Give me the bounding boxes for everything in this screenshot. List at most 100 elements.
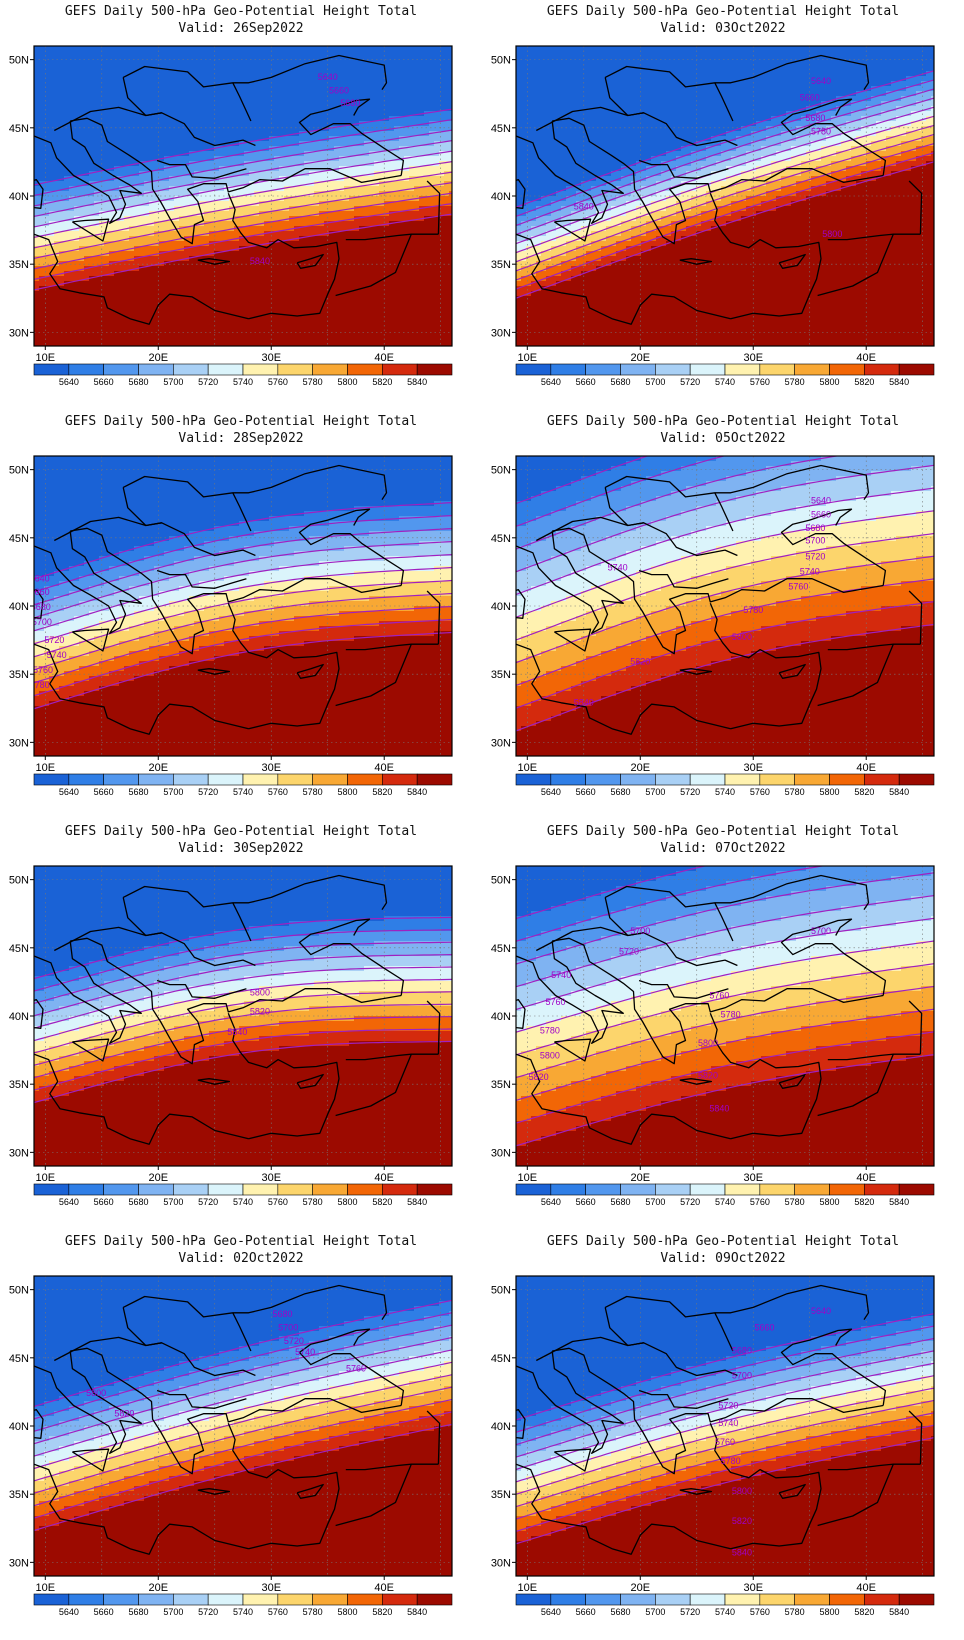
contour-label: 5760 <box>346 1363 366 1373</box>
coastline <box>227 193 340 320</box>
contour-label: 5800 <box>822 229 842 239</box>
contour-line <box>516 79 934 217</box>
panel-title: GEFS Daily 500-hPa Geo-Potential Height … <box>482 414 964 430</box>
contour-line <box>516 152 934 290</box>
colorbar-swatch <box>898 1183 935 1196</box>
coastline <box>156 979 247 999</box>
colorbar-label: 5780 <box>785 377 805 387</box>
lat-tick-label: 30N <box>491 327 511 339</box>
colorbar-swatch <box>898 773 935 786</box>
coastline <box>34 233 249 325</box>
colorbar-swatch <box>68 363 104 376</box>
colorbar-swatch <box>794 1593 830 1606</box>
coastline <box>817 233 894 297</box>
coastline <box>298 508 405 586</box>
lon-tick-label: 20E <box>630 1172 650 1184</box>
contour-label: 5760 <box>709 990 729 1000</box>
lat-tick-label: 40N <box>491 191 511 203</box>
coastline <box>298 1328 405 1406</box>
contour-line <box>516 1313 934 1421</box>
coastline <box>516 1408 526 1439</box>
colorbar-swatch <box>242 1593 279 1606</box>
contour-line <box>34 566 452 645</box>
coastline <box>516 530 624 634</box>
coastline <box>335 1053 412 1117</box>
coastline <box>604 1307 644 1347</box>
coastline <box>156 159 247 179</box>
contour-line <box>34 213 452 291</box>
contour-line <box>34 1299 452 1408</box>
panel-title: GEFS Daily 500-hPa Geo-Potential Height … <box>482 1234 964 1250</box>
colorbar-swatch <box>312 1183 348 1196</box>
lat-tick-label: 45N <box>491 1353 511 1365</box>
colorbar-swatch <box>173 363 209 376</box>
panel-valid-date: Valid: 02Oct2022 <box>0 1251 482 1267</box>
coastline <box>34 588 44 619</box>
lat-tick-label: 45N <box>9 943 29 955</box>
colorbar-label: 5820 <box>854 377 874 387</box>
panel-title: GEFS Daily 500-hPa Geo-Potential Height … <box>0 414 482 430</box>
lat-tick-label: 35N <box>491 669 511 681</box>
coastline <box>604 54 870 90</box>
colorbar-label: 5720 <box>198 377 218 387</box>
contour-label: 5740 <box>295 1347 315 1357</box>
colorbar-swatch <box>794 1183 830 1196</box>
coastline <box>34 1463 249 1555</box>
contour-label: 5820 <box>250 1007 270 1017</box>
coastline <box>908 180 923 235</box>
contour-label: 5800 <box>698 1038 718 1048</box>
contour-line <box>34 1028 452 1091</box>
contour-line <box>34 1398 452 1507</box>
colorbar-swatch <box>864 1183 900 1196</box>
colorbar-label: 5720 <box>680 1197 700 1207</box>
lon-tick-label: 30E <box>261 1582 281 1594</box>
contour-line <box>516 456 649 505</box>
contour-label: 5820 <box>732 1516 752 1526</box>
colorbar-label: 5820 <box>372 1197 392 1207</box>
contour-label: 5840 <box>227 1027 247 1037</box>
colorbar-swatch <box>724 363 761 376</box>
coastline <box>53 1336 256 1377</box>
colorbar-label: 5640 <box>541 787 561 797</box>
colorbar-swatch <box>829 363 865 376</box>
contour-label: 5780 <box>540 1026 560 1036</box>
colorbar-label: 5740 <box>233 377 253 387</box>
colorbar-label: 5820 <box>372 787 392 797</box>
lon-tick-label: 20E <box>148 1582 168 1594</box>
contour-line <box>34 161 452 238</box>
coastline <box>552 1347 884 1475</box>
coastline <box>72 218 110 242</box>
colorbar-swatch <box>347 1593 383 1606</box>
contour-line <box>516 1375 934 1483</box>
contour-label: 5660 <box>755 1323 775 1333</box>
contour-line <box>34 631 452 710</box>
contour-label: 5820 <box>529 1072 549 1082</box>
colorbar-label: 5700 <box>645 377 665 387</box>
colorbar-label: 5840 <box>407 1197 427 1207</box>
lon-tick-label: 40E <box>856 352 876 364</box>
contour-label: 5660 <box>329 86 349 96</box>
panel-valid-date: Valid: 03Oct2022 <box>482 21 964 37</box>
contour-line <box>34 182 452 259</box>
panel-valid-date: Valid: 07Oct2022 <box>482 841 964 857</box>
contour-label: 5640 <box>811 1306 831 1316</box>
height-field: 5640 5660 5680 5780 5800 5840 <box>516 46 934 346</box>
contour-line <box>34 1423 452 1532</box>
lat-tick-label: 40N <box>9 1421 29 1433</box>
coastline <box>197 1078 231 1085</box>
colorbar: 5640 5660 5680 5700 5720 5740 5760 5780 5800 5820… <box>515 773 935 797</box>
coastline <box>827 1463 921 1471</box>
coastline <box>345 1463 439 1471</box>
colorbar-swatch <box>689 773 726 786</box>
colorbar-swatch <box>864 363 900 376</box>
colorbar-swatch <box>416 1183 453 1196</box>
lat-tick-label: 30N <box>9 1557 29 1569</box>
contour-line <box>34 1349 452 1457</box>
colorbar-label: 5820 <box>854 1607 874 1617</box>
colorbar-swatch <box>103 363 139 376</box>
coastline <box>535 926 738 967</box>
lon-tick-label: 30E <box>743 1582 763 1594</box>
lat-tick-label: 35N <box>491 259 511 271</box>
lon-tick-label: 40E <box>374 352 394 364</box>
lat-tick-label: 35N <box>9 259 29 271</box>
